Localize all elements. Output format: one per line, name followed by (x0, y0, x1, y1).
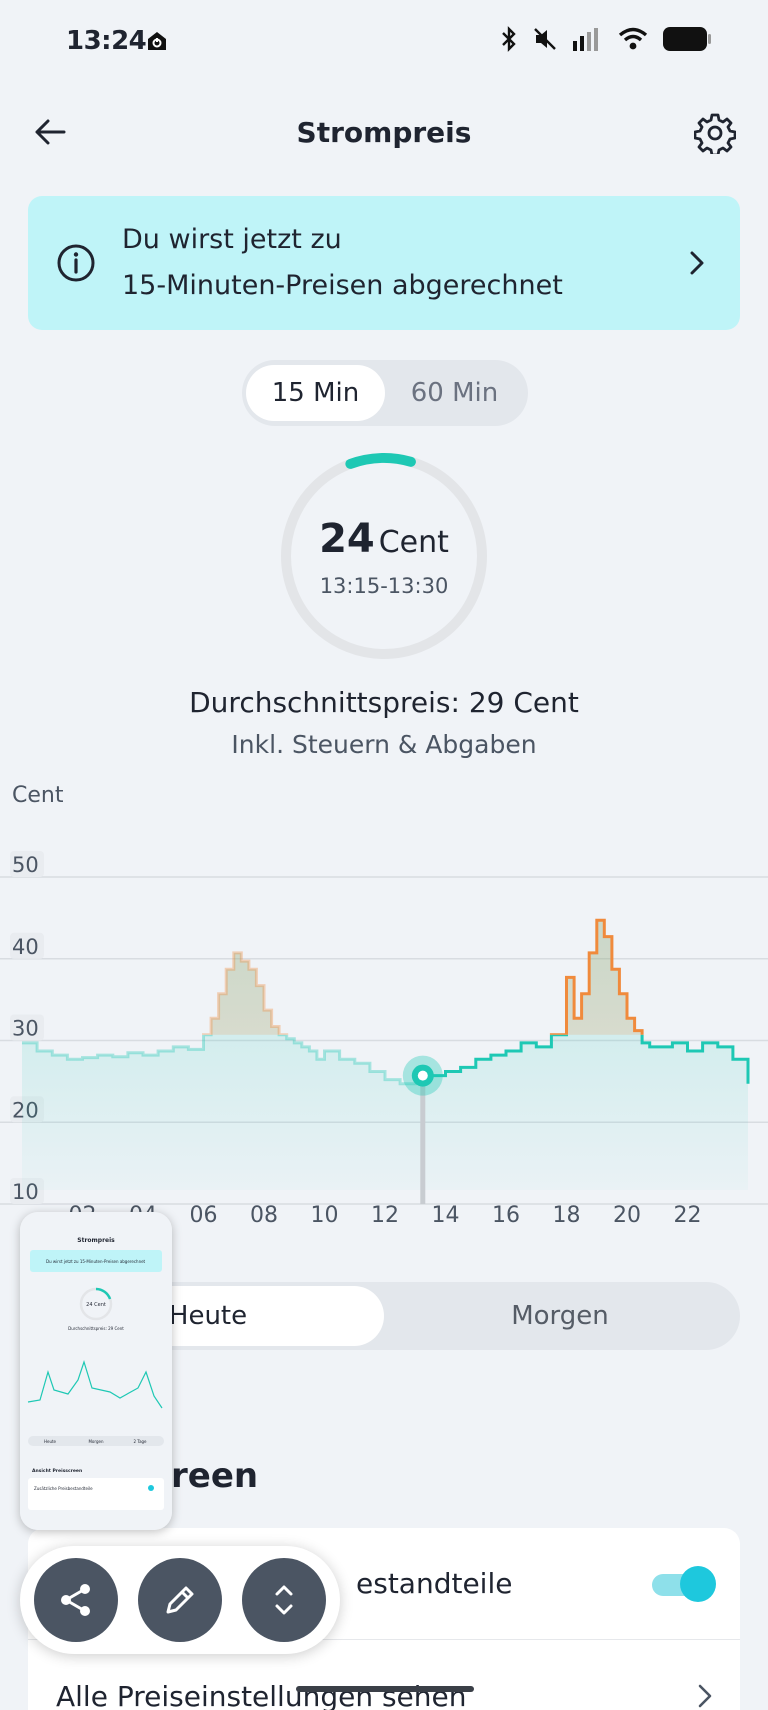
interval-toggle: 15 Min 60 Min (242, 360, 528, 426)
banner-line-2: 15-Minuten-Preisen abgerechnet (122, 270, 563, 301)
x-tick-label: 10 (311, 1203, 339, 1228)
y-axis-label: Cent (12, 783, 64, 808)
status-icons (500, 26, 712, 52)
thumbnail-banner: Du wirst jetzt zu 15-Minuten-Preisen abg… (46, 1259, 146, 1264)
battery-icon (663, 27, 711, 51)
thumbnail-price: 24 Cent (86, 1302, 106, 1308)
chevron-right-icon (690, 251, 704, 275)
home-automation-icon (146, 30, 168, 56)
y-tick-background (10, 932, 44, 959)
pencil-icon (166, 1586, 194, 1614)
tab-tomorrow[interactable]: Morgen (511, 1301, 609, 1331)
y-tick-label: 30 (12, 1017, 39, 1041)
expand-button[interactable] (242, 1558, 326, 1642)
x-tick-label: 08 (250, 1203, 278, 1228)
price-line-peak (549, 918, 644, 1035)
all-price-settings-label: Alle Preiseinstellungen sehen (56, 1679, 467, 1710)
tab-60-min[interactable]: 60 Min (410, 378, 499, 408)
y-tick-background (10, 851, 44, 877)
arrow-left-icon (35, 119, 66, 145)
x-tick-label: 16 (492, 1203, 520, 1228)
settings-button[interactable] (692, 110, 738, 156)
price-gauge (281, 453, 487, 659)
gauge-progress-arc (345, 453, 416, 469)
x-tick-label: 06 (190, 1203, 218, 1228)
thumbnail-title: Strompreis (77, 1237, 115, 1244)
banner-text: Du wirst jetzt zu 15-Minuten-Preisen abg… (122, 217, 690, 309)
toggle-knob (680, 1565, 716, 1602)
x-tick-label: 18 (553, 1203, 581, 1228)
billing-info-banner[interactable]: Du wirst jetzt zu 15-Minuten-Preisen abg… (28, 196, 740, 330)
price-components-toggle[interactable] (652, 1565, 716, 1602)
current-price-time-range: 13:15-13:30 (319, 574, 449, 598)
screenshot-thumbnail[interactable]: Strompreis Du wirst jetzt zu 15-Minuten-… (20, 1212, 172, 1530)
share-icon (61, 1584, 90, 1616)
mute-icon (534, 28, 556, 50)
current-price-unit: Cent (378, 525, 449, 560)
status-time: 13:24 (66, 26, 147, 56)
chevron-right-icon (698, 1684, 712, 1708)
bluetooth-icon (502, 26, 516, 52)
x-tick-label: 14 (432, 1203, 460, 1228)
price-line-normal (22, 1034, 423, 1086)
tab-15-min[interactable]: 15 Min (246, 365, 385, 421)
share-button[interactable] (34, 1558, 118, 1642)
screenshot-action-bar (20, 1546, 340, 1654)
edit-button[interactable] (138, 1558, 222, 1642)
page-title: Strompreis (296, 116, 472, 149)
thumbnail-tab-tomorrow: Morgen (88, 1439, 103, 1444)
current-price: 24 Cent (278, 516, 490, 562)
home-indicator (296, 1686, 474, 1692)
price-components-row[interactable]: estandteile (28, 1528, 740, 1640)
x-tick-label: 20 (613, 1203, 641, 1228)
back-button[interactable] (30, 112, 70, 152)
x-tick-label: 12 (371, 1203, 399, 1228)
thumbnail-preview: Strompreis Du wirst jetzt zu 15-Minuten-… (20, 1212, 172, 1530)
y-tick-label: 50 (12, 853, 39, 877)
expand-vertical-icon (275, 1585, 293, 1615)
all-price-settings-row[interactable]: Alle Preiseinstellungen sehen (28, 1640, 740, 1710)
current-price-value: 24 (319, 516, 375, 562)
price-components-label: estandteile (356, 1567, 513, 1600)
gear-icon (694, 113, 736, 154)
thumbnail-tab-two-days: 2 Tage (133, 1439, 147, 1444)
price-area (22, 920, 748, 1190)
signal-icon (573, 28, 598, 51)
thumbnail-row: Zusätzliche Preisbestandteile (34, 1486, 93, 1491)
tax-note: Inkl. Steuern & Abgaben (231, 730, 537, 759)
wifi-icon (618, 27, 648, 50)
x-tick-label: 22 (674, 1203, 702, 1228)
info-icon (57, 244, 95, 282)
price-chart[interactable]: Cent 5040302010 0204060810121416182022 (0, 778, 768, 1238)
y-tick-background (10, 1014, 44, 1041)
y-tick-label: 40 (12, 935, 39, 959)
thumbnail-section: Ansicht Preisscreen (32, 1468, 82, 1474)
average-price: Durchschnittspreis: 29 Cent (189, 686, 579, 719)
current-price-marker-center (417, 1070, 428, 1081)
thumbnail-avg: Durchschnittspreis: 29 Cent (68, 1326, 124, 1331)
banner-line-1: Du wirst jetzt zu (122, 224, 342, 255)
thumbnail-tab-today: Heute (44, 1439, 57, 1444)
